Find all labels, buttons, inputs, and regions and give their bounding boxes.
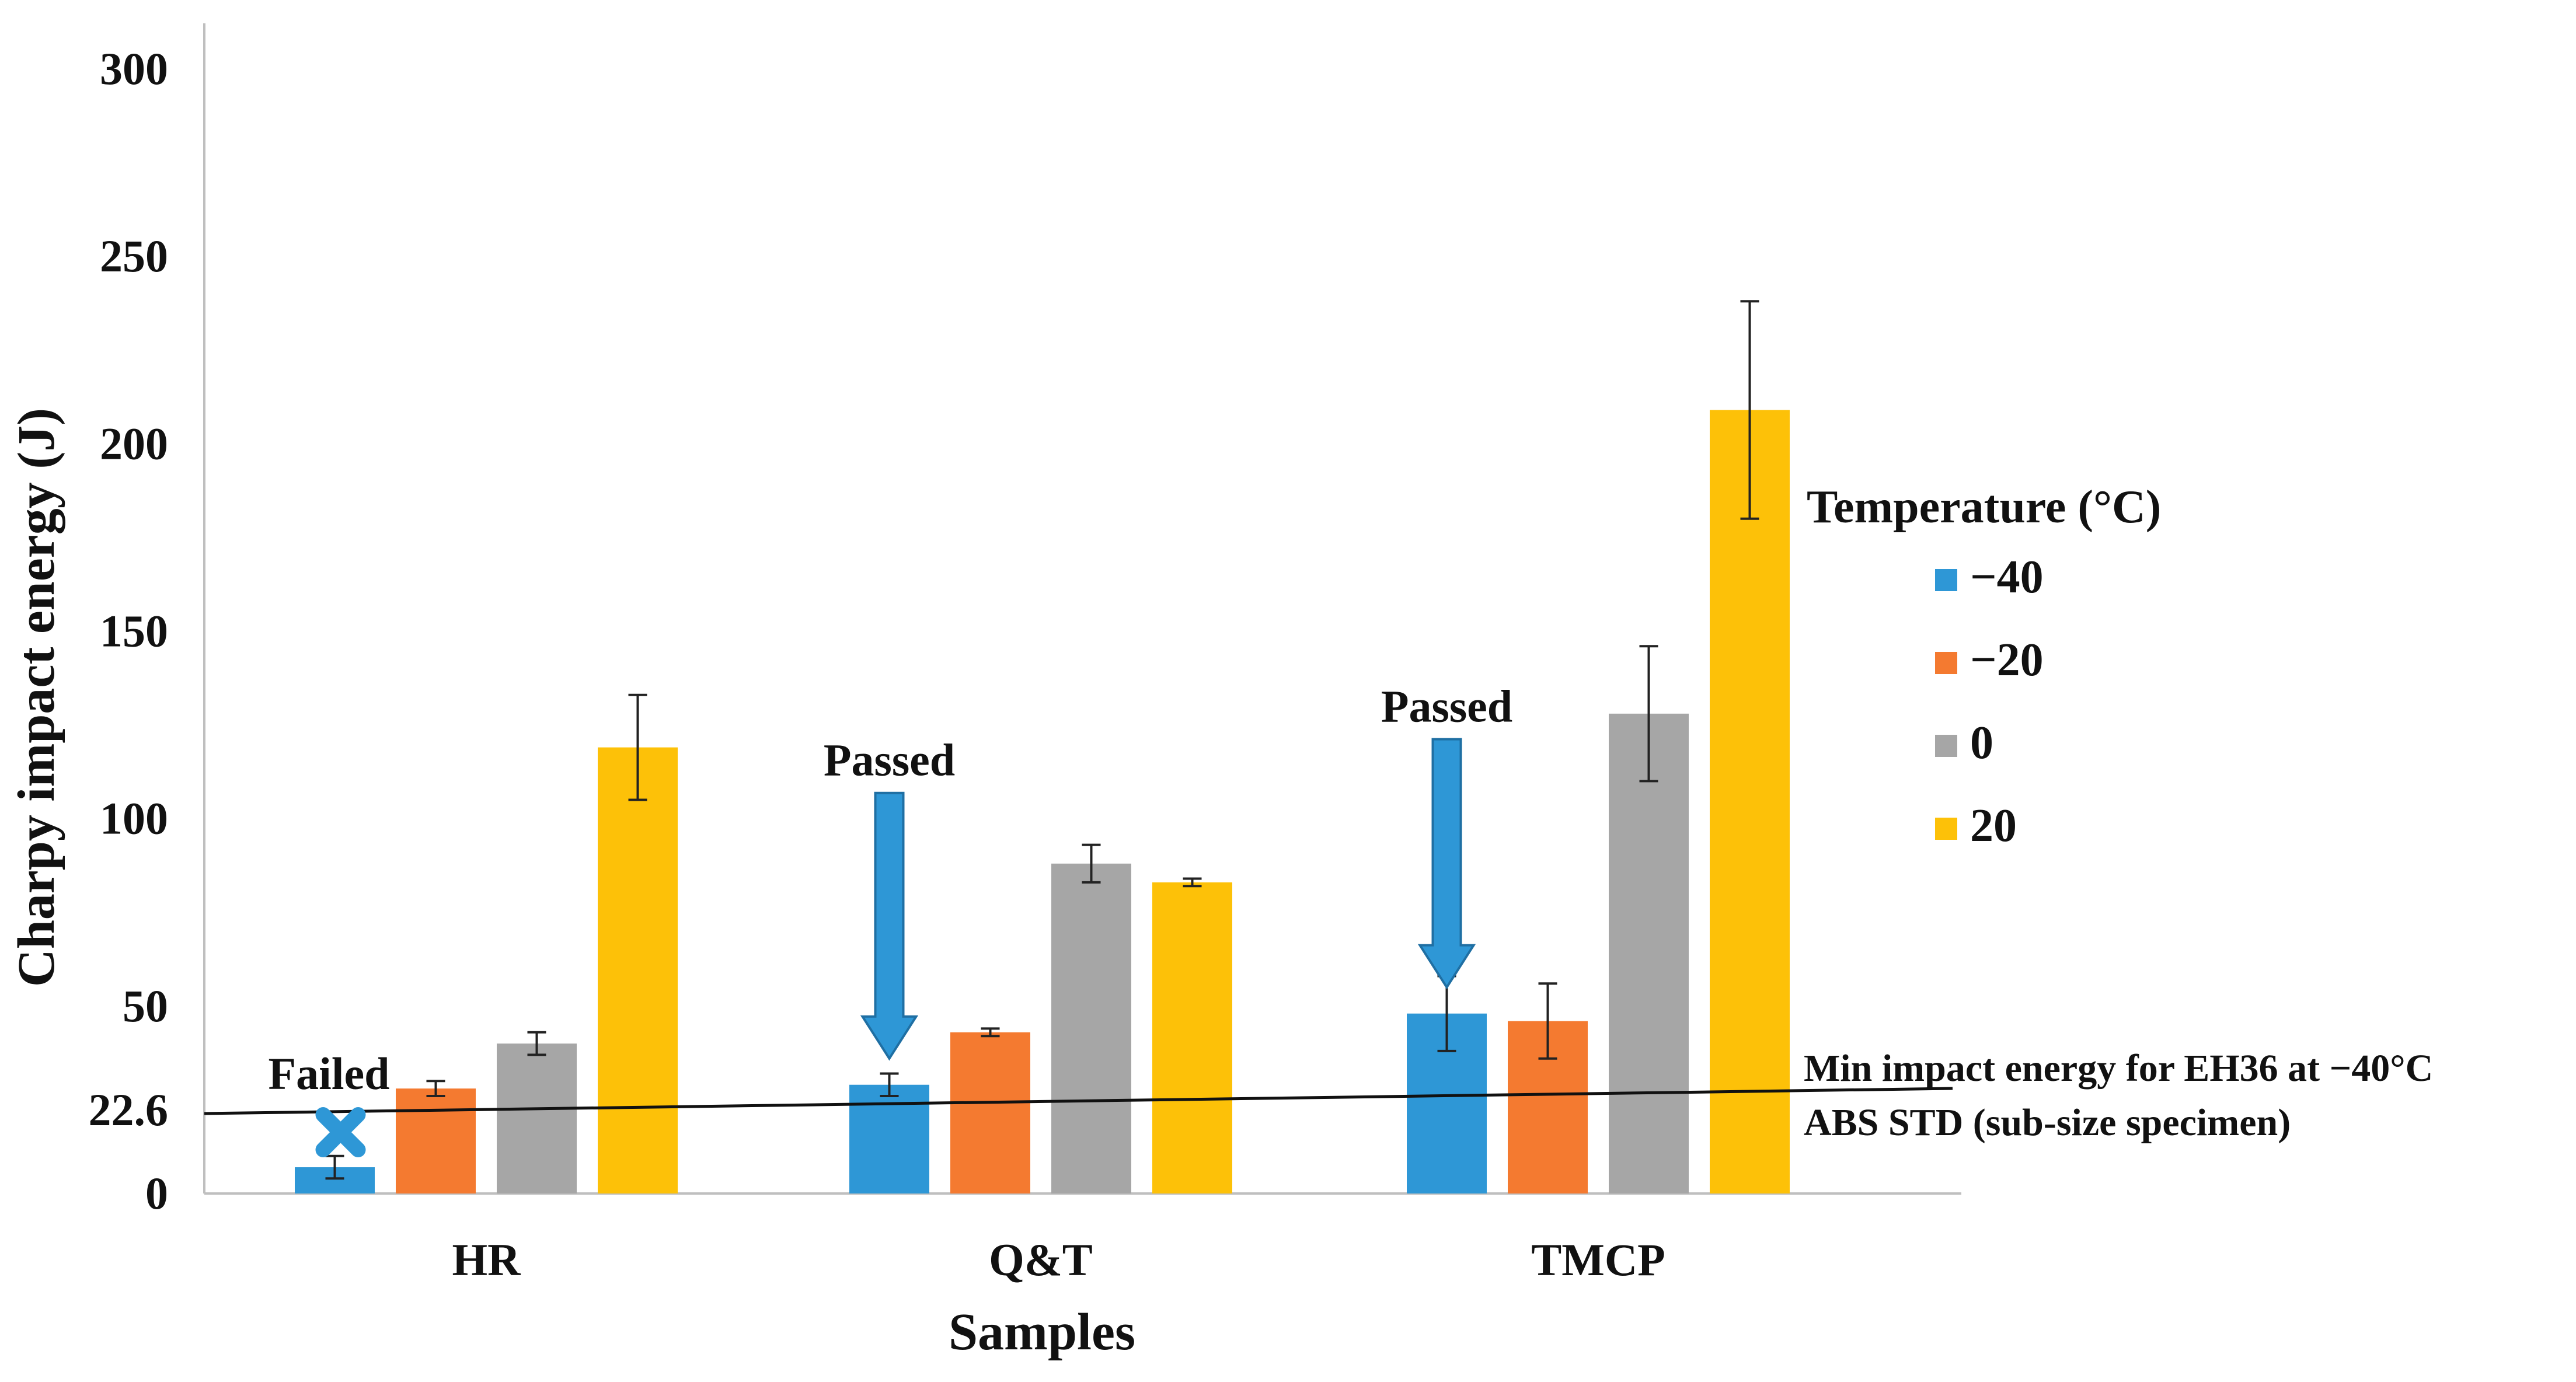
- bar: [1152, 882, 1232, 1193]
- annotation-label: Passed: [1381, 681, 1512, 732]
- reference-line-label: Min impact energy for EH36 at −40°C: [1804, 1047, 2433, 1090]
- legend-swatch: [1935, 652, 1957, 674]
- legend-label: −20: [1970, 634, 2044, 686]
- annotation-label: Failed: [269, 1048, 390, 1099]
- bar: [497, 1044, 577, 1193]
- bar: [1710, 410, 1790, 1193]
- legend-swatch: [1935, 735, 1957, 757]
- annotation-label: Passed: [824, 735, 955, 786]
- x-axis-title: Samples: [949, 1303, 1135, 1361]
- y-tick-label: 50: [123, 980, 168, 1031]
- y-tick-label: 0: [145, 1168, 168, 1219]
- x-tick-label: TMCP: [1531, 1234, 1665, 1285]
- passed-arrow-icon: [860, 791, 919, 1061]
- passed-arrow-icon: [1417, 738, 1476, 990]
- legend-label: 20: [1970, 800, 2017, 851]
- y-axis-title: Charpy impact energy (J): [8, 408, 65, 987]
- legend: Temperature (°C) −40 −20 0 20: [1807, 481, 2161, 851]
- reference-line-layer: Min impact energy for EH36 at −40°C ABS S…: [204, 1047, 2433, 1144]
- bars-layer: [295, 410, 1790, 1193]
- x-tick-label: HR: [452, 1234, 522, 1285]
- bar: [1051, 863, 1131, 1193]
- failed-cross-icon: [315, 1107, 366, 1157]
- category-labels: HR Q&T TMCP: [452, 1234, 1665, 1285]
- y-axis: 0 50 100 150 200 250 300 22.6: [89, 23, 1961, 1219]
- y-tick-label: 300: [100, 43, 168, 94]
- legend-label: 0: [1970, 717, 1993, 769]
- reference-line-sublabel: ABS STD (sub-size specimen): [1804, 1101, 2291, 1144]
- legend-swatch: [1935, 818, 1957, 840]
- reference-line: [204, 1087, 1953, 1115]
- x-tick-label: Q&T: [989, 1234, 1093, 1285]
- bar: [950, 1032, 1030, 1193]
- legend-label: −40: [1970, 552, 2044, 603]
- bar: [598, 747, 678, 1193]
- bar: [849, 1084, 929, 1193]
- annotations-layer: Failed Passed Passed: [269, 681, 1512, 1157]
- y-tick-label: 250: [100, 231, 168, 281]
- y-tick-label: 150: [100, 606, 168, 657]
- legend-swatch: [1935, 569, 1957, 591]
- y-tick-label-ref: 22.6: [89, 1084, 169, 1135]
- y-tick-label: 100: [100, 793, 168, 844]
- bar: [396, 1088, 476, 1193]
- y-tick-label: 200: [100, 418, 168, 469]
- bar: [1609, 713, 1689, 1193]
- legend-title: Temperature (°C): [1807, 481, 2161, 533]
